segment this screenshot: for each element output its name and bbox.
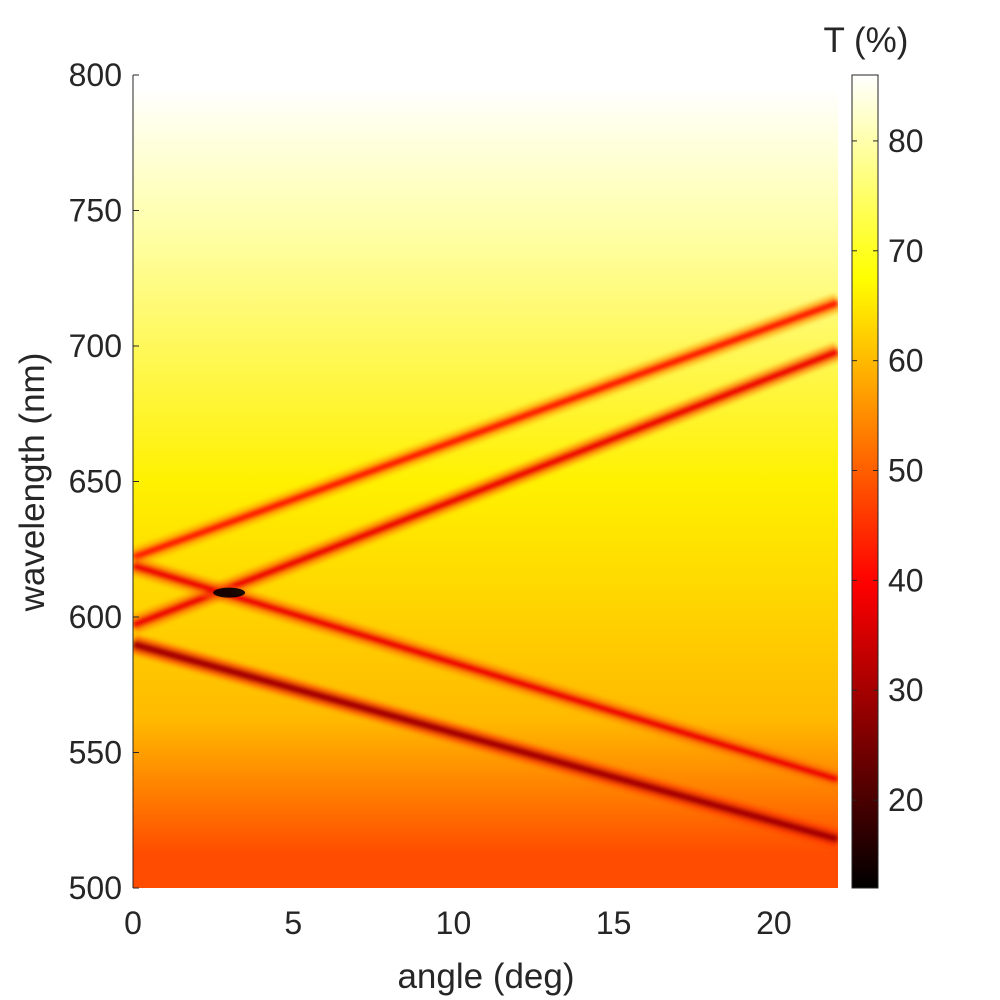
x-tick-label: 5 [284, 905, 302, 941]
resonance-band-4 [133, 640, 838, 844]
y-tick-label: 650 [69, 464, 122, 500]
x-axis-title: angle (deg) [397, 957, 574, 996]
resonance-band-2 [133, 347, 838, 629]
x-tick-label: 0 [124, 905, 142, 941]
x-tick-label: 20 [756, 905, 792, 941]
y-tick-label: 500 [69, 870, 122, 906]
y-ticks: 500 550 600 650 700 750 800 [69, 57, 139, 906]
colorbar-tick-label: 60 [888, 343, 924, 379]
y-tick-label: 750 [69, 193, 122, 229]
resonance-bands [133, 294, 838, 848]
x-axis: 0 5 10 15 20 [124, 905, 792, 941]
resonance-band-3 [133, 561, 838, 784]
colorbar-tick-label: 40 [888, 562, 924, 598]
colorbar-label: T (%) [824, 21, 909, 60]
colorbar-tick-label: 70 [888, 233, 924, 269]
y-tick-label: 550 [69, 735, 122, 771]
plot-area [133, 75, 838, 888]
x-tick-label: 15 [596, 905, 632, 941]
y-tick-label: 700 [69, 328, 122, 364]
resonance-band-1 [133, 298, 838, 562]
colorbar: 20 30 40 50 60 70 80 T (%) [824, 21, 924, 889]
colorbar-tick-label: 30 [888, 672, 924, 708]
colorbar-tick-label: 20 [888, 782, 924, 818]
y-tick-label: 800 [69, 57, 122, 93]
y-axis-title: wavelength (nm) [13, 353, 52, 613]
colorbar-tick-label: 80 [888, 123, 924, 159]
y-tick-label: 600 [69, 599, 122, 635]
transmission-minimum-spot [213, 587, 246, 598]
colorbar-gradient [851, 74, 879, 889]
colorbar-ticks: 20 30 40 50 60 70 80 [852, 123, 924, 818]
colorbar-tick-label: 50 [888, 453, 924, 489]
x-tick-label: 10 [436, 905, 472, 941]
x-ticks: 0 5 10 15 20 [124, 905, 792, 941]
y-axis: 500 550 600 650 700 750 800 [69, 57, 139, 906]
